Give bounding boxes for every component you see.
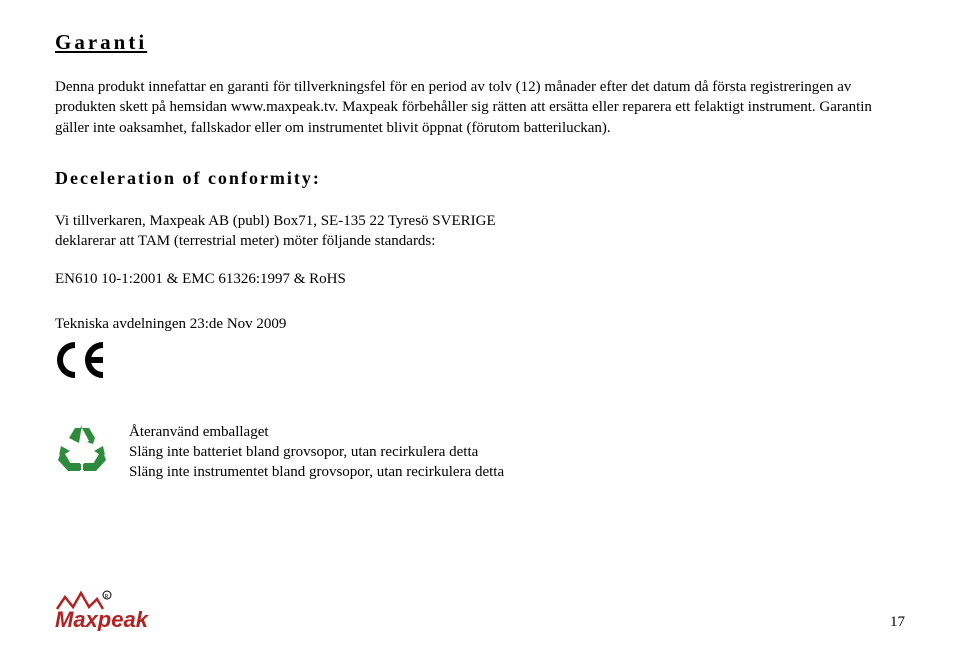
standards-line: EN610 10-1:2001 & EMC 61326:1997 & RoHS xyxy=(55,269,905,289)
svg-text:R: R xyxy=(105,594,109,600)
tech-dept-line: Tekniska avdelningen 23:de Nov 2009 xyxy=(55,316,905,333)
recycle-icon xyxy=(55,422,109,481)
maxpeak-logo: Maxpeak R xyxy=(55,589,195,631)
recycle-text-block: Återanvänd emballaget Släng inte batteri… xyxy=(129,422,504,483)
warranty-paragraph: Denna produkt innefattar en garanti för … xyxy=(55,77,905,138)
ce-mark-icon xyxy=(57,341,905,384)
recycle-line-2: Släng inte batteriet bland grovsopor, ut… xyxy=(129,442,504,462)
conformity-heading: Deceleration of conformity: xyxy=(55,168,905,189)
warranty-heading: Garanti xyxy=(55,30,905,55)
page-footer: Maxpeak R 17 xyxy=(55,589,905,631)
manufacturer-line: Vi tillverkaren, Maxpeak AB (publ) Box71… xyxy=(55,211,905,231)
page-number: 17 xyxy=(890,614,905,631)
recycle-line-1: Återanvänd emballaget xyxy=(129,422,504,442)
declares-line: deklarerar att TAM (terrestrial meter) m… xyxy=(55,231,905,251)
svg-text:Maxpeak: Maxpeak xyxy=(55,607,150,631)
recycle-line-3: Släng inte instrumentet bland grovsopor,… xyxy=(129,462,504,482)
recycle-section: Återanvänd emballaget Släng inte batteri… xyxy=(55,422,905,483)
